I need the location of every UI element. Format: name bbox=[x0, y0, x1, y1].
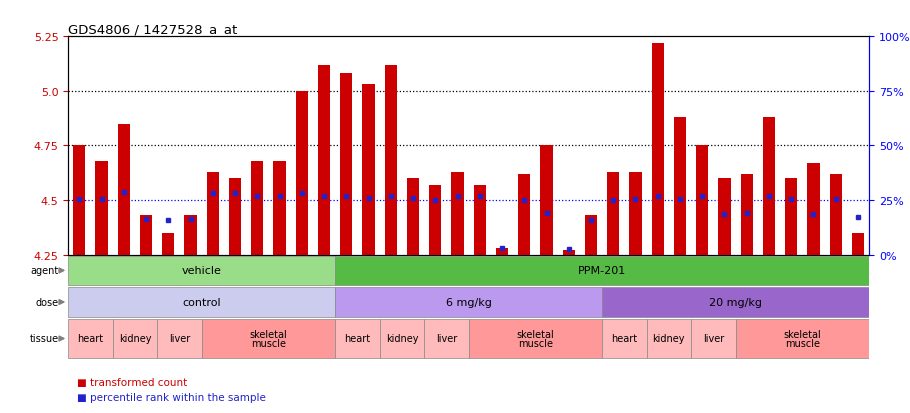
Bar bbox=[541, 146, 552, 255]
Bar bbox=[647, 319, 691, 358]
Bar bbox=[385, 66, 397, 255]
Bar bbox=[696, 146, 708, 255]
Bar bbox=[157, 319, 202, 358]
Bar bbox=[430, 185, 441, 255]
Text: tissue: tissue bbox=[29, 334, 58, 344]
Bar bbox=[763, 118, 775, 255]
Bar bbox=[318, 66, 330, 255]
Text: 6 mg/kg: 6 mg/kg bbox=[446, 297, 491, 307]
Text: GDS4806 / 1427528_a_at: GDS4806 / 1427528_a_at bbox=[68, 23, 238, 36]
Bar bbox=[741, 174, 753, 255]
Bar bbox=[202, 319, 335, 358]
Bar bbox=[407, 179, 420, 255]
Bar bbox=[335, 319, 379, 358]
Text: heart: heart bbox=[612, 334, 637, 344]
Bar bbox=[607, 172, 620, 255]
Text: skeletal
muscle: skeletal muscle bbox=[784, 329, 821, 348]
Bar bbox=[251, 161, 264, 255]
Bar bbox=[113, 319, 157, 358]
Bar bbox=[117, 124, 130, 255]
Bar bbox=[473, 185, 486, 255]
Bar bbox=[602, 319, 647, 358]
Text: vehicle: vehicle bbox=[182, 266, 222, 276]
Bar bbox=[852, 233, 864, 255]
Bar bbox=[424, 319, 469, 358]
Bar bbox=[469, 319, 602, 358]
Bar bbox=[207, 172, 219, 255]
Bar bbox=[518, 174, 531, 255]
Bar bbox=[807, 164, 820, 255]
Text: control: control bbox=[182, 297, 221, 307]
Bar bbox=[229, 179, 241, 255]
Text: skeletal
muscle: skeletal muscle bbox=[517, 329, 554, 348]
Bar bbox=[296, 92, 308, 255]
Text: 20 mg/kg: 20 mg/kg bbox=[709, 297, 762, 307]
Bar bbox=[652, 44, 664, 255]
Bar bbox=[68, 319, 113, 358]
Bar bbox=[562, 251, 575, 255]
Bar bbox=[362, 85, 375, 255]
Bar bbox=[585, 216, 597, 255]
Bar bbox=[340, 74, 352, 255]
Bar bbox=[602, 287, 869, 317]
Bar bbox=[735, 319, 869, 358]
Bar bbox=[379, 319, 424, 358]
Text: liver: liver bbox=[703, 334, 724, 344]
Bar bbox=[451, 172, 464, 255]
Bar bbox=[73, 146, 86, 255]
Bar bbox=[185, 216, 197, 255]
Bar bbox=[830, 174, 842, 255]
Bar bbox=[785, 179, 797, 255]
Bar bbox=[691, 319, 735, 358]
Bar bbox=[68, 287, 335, 317]
Bar bbox=[673, 118, 686, 255]
Bar bbox=[718, 179, 731, 255]
Text: heart: heart bbox=[344, 334, 370, 344]
Text: agent: agent bbox=[30, 266, 58, 276]
Text: dose: dose bbox=[35, 297, 58, 307]
Text: kidney: kidney bbox=[386, 334, 419, 344]
Text: kidney: kidney bbox=[118, 334, 151, 344]
Text: ■ transformed count: ■ transformed count bbox=[77, 377, 187, 387]
Text: liver: liver bbox=[436, 334, 457, 344]
Bar bbox=[496, 249, 508, 255]
Bar bbox=[140, 216, 152, 255]
Bar bbox=[630, 172, 642, 255]
Bar bbox=[335, 256, 869, 285]
Text: ■ percentile rank within the sample: ■ percentile rank within the sample bbox=[77, 392, 267, 402]
Bar bbox=[68, 256, 335, 285]
Bar bbox=[162, 233, 175, 255]
Bar bbox=[273, 161, 286, 255]
Text: kidney: kidney bbox=[652, 334, 685, 344]
Text: heart: heart bbox=[77, 334, 104, 344]
Bar bbox=[96, 161, 107, 255]
Text: PPM-201: PPM-201 bbox=[578, 266, 626, 276]
Bar bbox=[335, 287, 602, 317]
Text: liver: liver bbox=[169, 334, 190, 344]
Text: skeletal
muscle: skeletal muscle bbox=[249, 329, 288, 348]
